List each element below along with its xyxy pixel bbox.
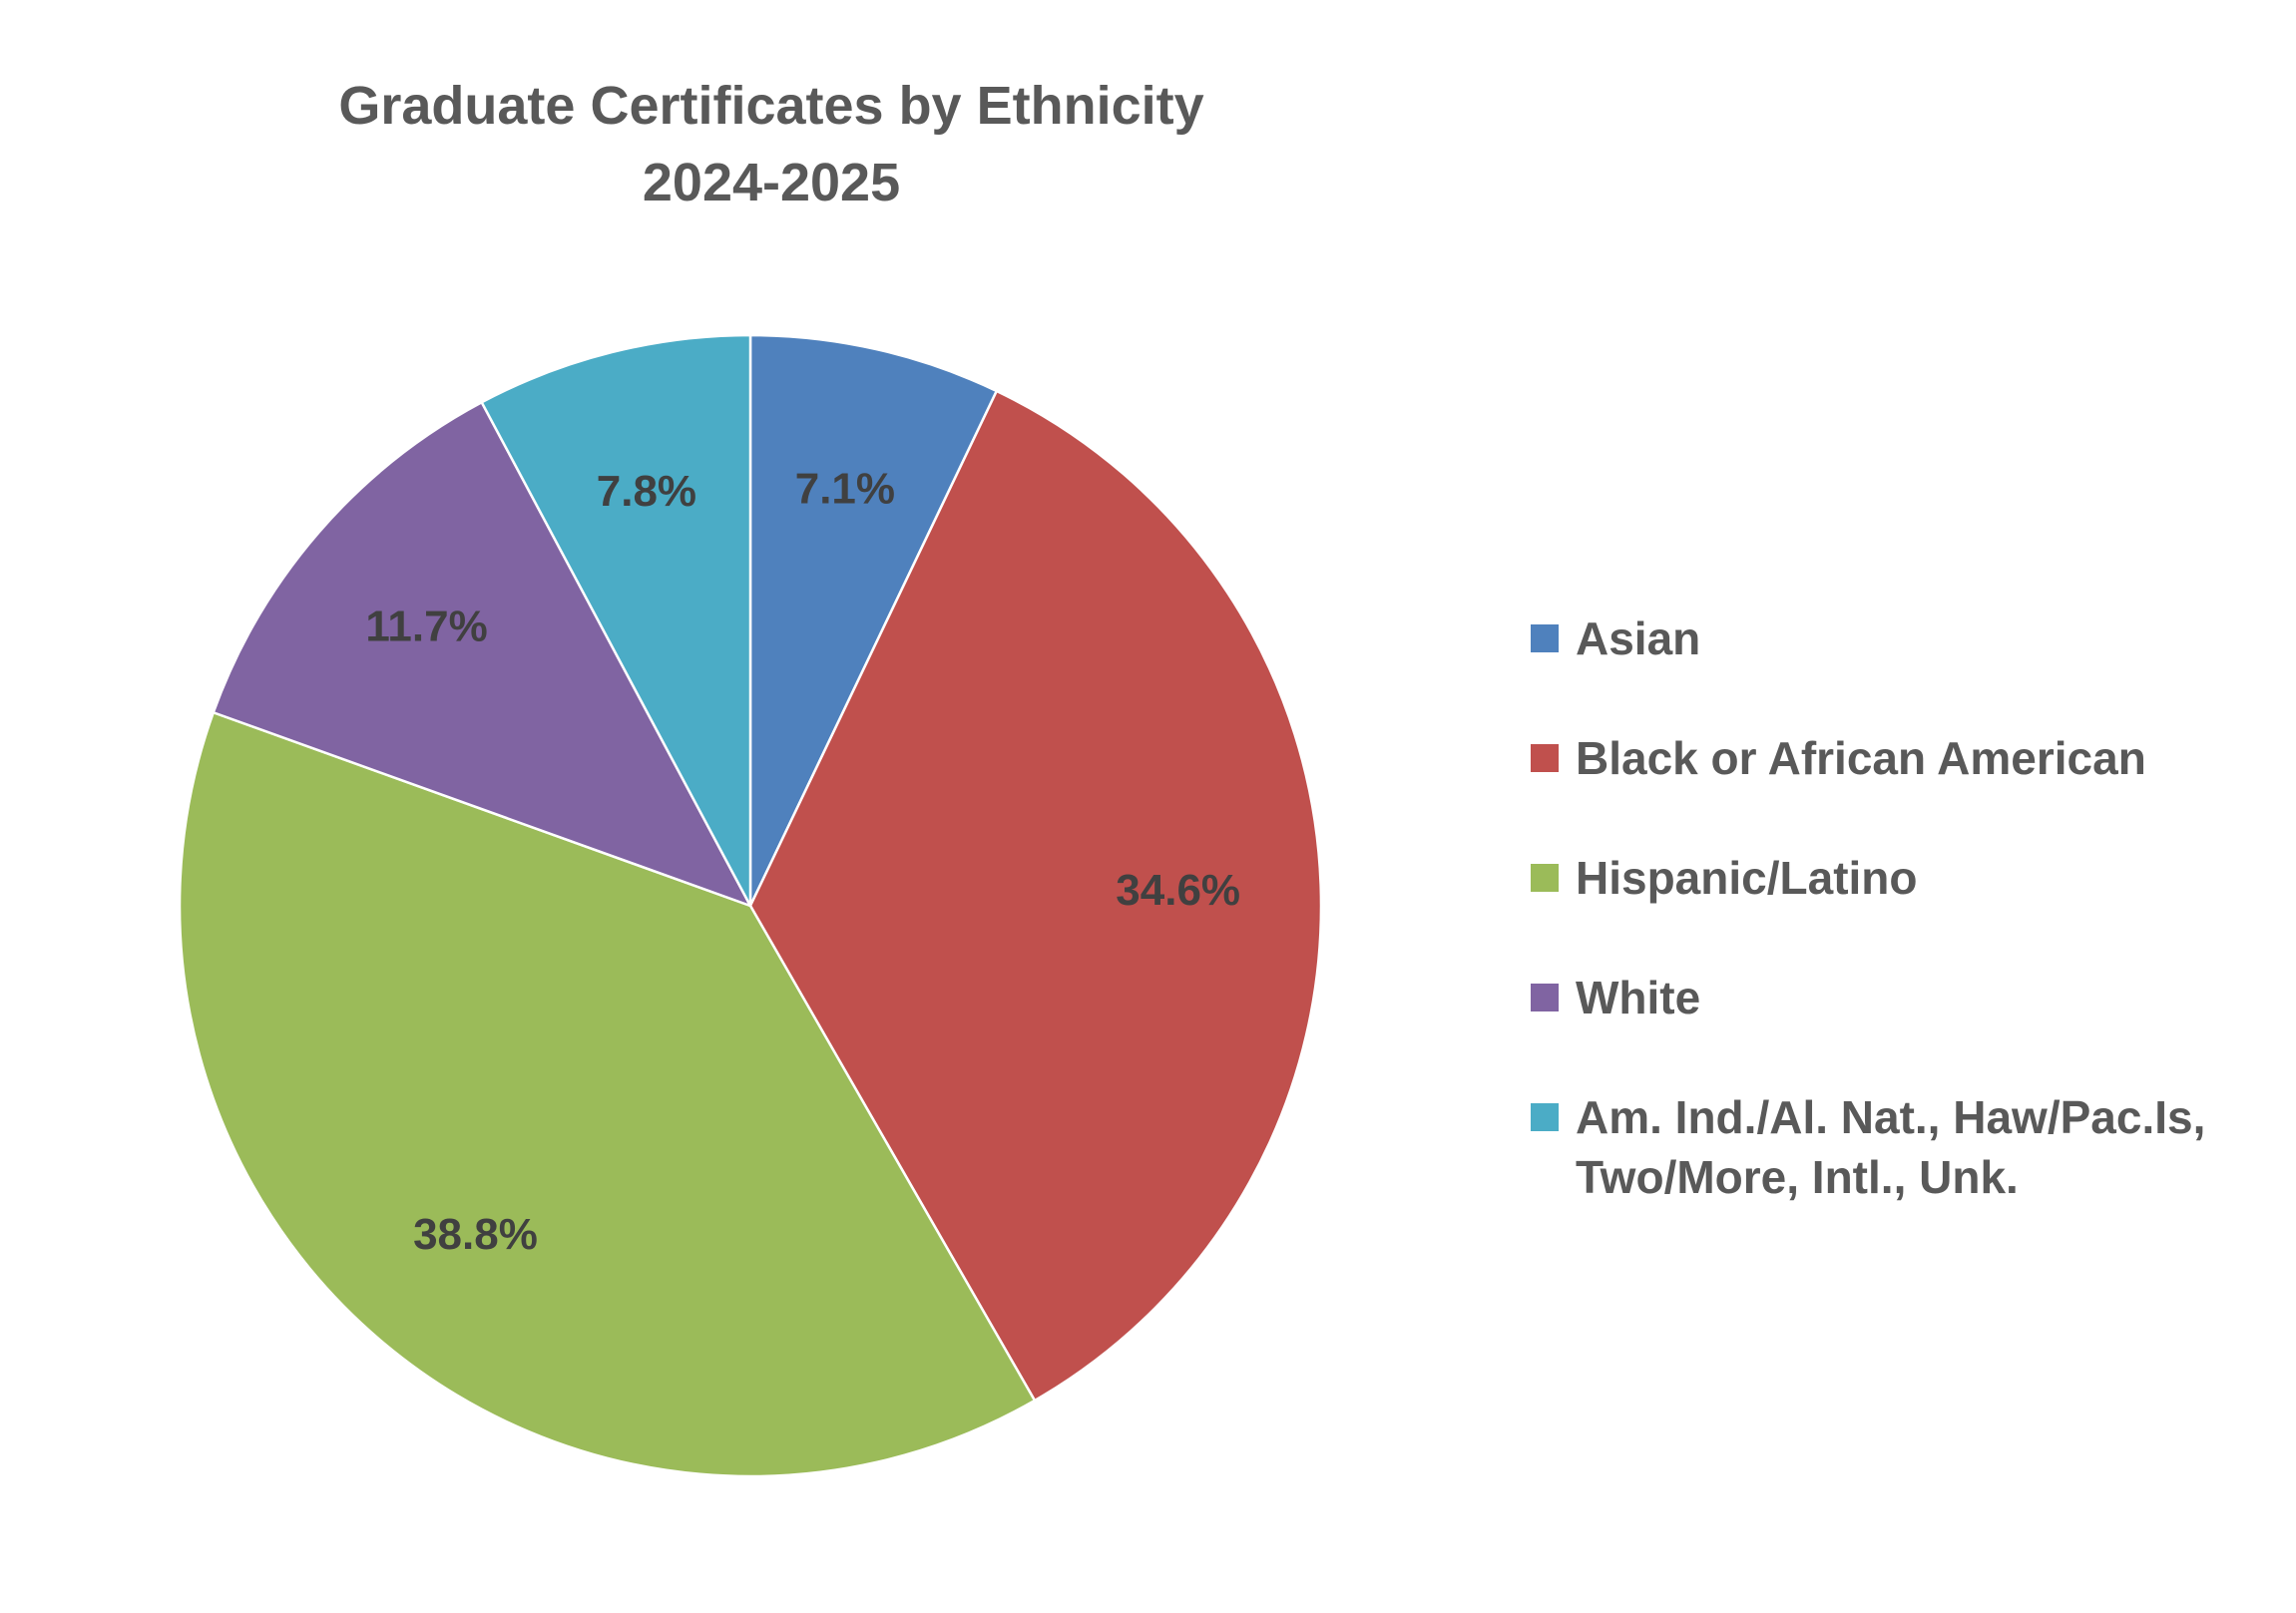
pie-slice-black-or-african-american: [748, 389, 1323, 1403]
pie-slice-other: [480, 333, 752, 907]
legend-item-other: Am. Ind./Al. Nat., Haw/Pac.Is, Two/More, …: [1531, 1091, 2205, 1203]
legend-label-white: White: [1576, 972, 1700, 1023]
legend-swatch-hispanic-latino: [1531, 864, 1559, 892]
legend-label-black-or-african-american: Black or African American: [1576, 732, 2146, 784]
data-label-other: 7.8%: [597, 467, 696, 516]
legend-label-hispanic-latino: Hispanic/Latino: [1576, 852, 1917, 904]
legend-swatch-black-or-african-american: [1531, 744, 1559, 772]
legend-item-black-or-african-american: Black or African American: [1531, 732, 2146, 784]
data-label-hispanic-latino: 38.8%: [413, 1210, 538, 1259]
legend-label-other-line-2: Two/More, Intl., Unk.: [1576, 1151, 2019, 1203]
chart-title-line-2: 2024-2025: [643, 153, 900, 212]
data-labels: 7.1% 34.6% 38.8% 11.7% 7.8%: [365, 465, 1240, 1259]
legend-item-asian: Asian: [1531, 612, 1700, 664]
pie-slice-white: [212, 400, 753, 909]
data-label-asian: 7.1%: [795, 465, 895, 514]
pie-slices: [178, 333, 1323, 1478]
legend-item-hispanic-latino: Hispanic/Latino: [1531, 852, 1917, 904]
legend-swatch-asian: [1531, 624, 1559, 652]
chart-title: Graduate Certificates by Ethnicity 2024-…: [338, 76, 1203, 212]
data-label-white: 11.7%: [365, 602, 487, 650]
legend-label-asian: Asian: [1576, 612, 1700, 664]
chart-title-line-1: Graduate Certificates by Ethnicity: [338, 76, 1203, 136]
legend-item-white: White: [1531, 972, 1700, 1023]
pie-slice-asian: [748, 333, 999, 907]
legend: Asian Black or African American Hispanic/L…: [1531, 612, 2205, 1203]
legend-swatch-white: [1531, 984, 1559, 1011]
legend-swatch-other: [1531, 1103, 1559, 1131]
data-label-black-or-african-american: 34.6%: [1116, 866, 1240, 915]
pie-slice-hispanic-latino: [178, 710, 1037, 1478]
legend-label-other-line-1: Am. Ind./Al. Nat., Haw/Pac.Is,: [1576, 1091, 2205, 1143]
